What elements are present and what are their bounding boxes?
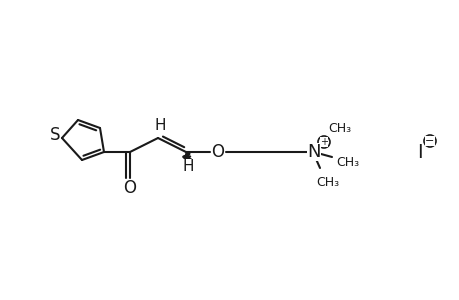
Text: +: + bbox=[319, 136, 327, 146]
Text: CH₃: CH₃ bbox=[328, 122, 351, 134]
Text: N: N bbox=[307, 143, 320, 161]
Text: S: S bbox=[50, 126, 60, 144]
Text: O: O bbox=[211, 143, 224, 161]
Text: O: O bbox=[123, 179, 136, 197]
Text: H: H bbox=[182, 158, 193, 173]
Text: H: H bbox=[154, 118, 165, 133]
Text: CH₃: CH₃ bbox=[336, 155, 359, 169]
Text: CH₃: CH₃ bbox=[316, 176, 339, 188]
Text: −: − bbox=[425, 136, 434, 146]
Text: I: I bbox=[416, 142, 422, 161]
